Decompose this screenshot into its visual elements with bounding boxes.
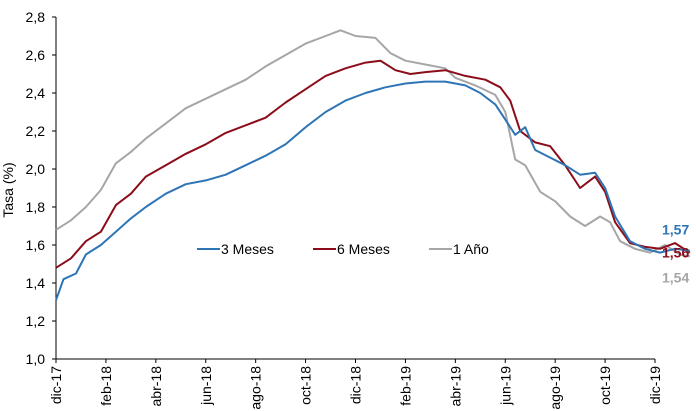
end-label-0: 1,57 xyxy=(662,222,689,238)
end-labels: 1,57 1,56 1,54 xyxy=(662,222,689,286)
y-tick-label: 2,8 xyxy=(26,9,46,25)
x-tick-label: oct-18 xyxy=(298,366,314,405)
x-tick-label: feb-19 xyxy=(397,366,413,406)
end-label-2: 1,54 xyxy=(662,269,689,285)
y-tick-label: 1,8 xyxy=(26,199,46,215)
chart-legend: 3 Meses 6 Meses 1 Año xyxy=(197,241,489,257)
series-line-0 xyxy=(55,80,691,301)
y-tick-label: 2,4 xyxy=(26,85,46,101)
x-tick-label: abr-18 xyxy=(148,366,164,407)
y-tick-labels: 1,0 1,2 1,4 1,6 1,8 2,0 2,2 2,4 2,6 2,8 xyxy=(26,9,46,367)
y-axis-label: Tasa (%) xyxy=(0,162,16,217)
legend-label-0: 3 Meses xyxy=(221,241,274,257)
legend-label-2: 1 Año xyxy=(453,241,489,257)
legend-label-1: 6 Meses xyxy=(337,241,390,257)
x-tick-label: jun-19 xyxy=(497,366,513,406)
x-tick-labels: dic-17 feb-18 abr-18 jun-18 ago-18 oct-18 dic-… xyxy=(48,366,663,410)
series-line-2 xyxy=(55,29,691,258)
x-tick-label: abr-19 xyxy=(447,366,463,407)
y-tick-label: 1,0 xyxy=(26,351,46,367)
x-tick-label: dic-17 xyxy=(48,366,64,404)
x-tick-label: jun-18 xyxy=(198,366,214,406)
x-tick-label: dic-19 xyxy=(647,366,663,404)
y-tick-label: 1,2 xyxy=(26,313,46,329)
x-tick-label: ago-18 xyxy=(248,366,264,410)
series-line-1 xyxy=(55,59,691,269)
x-tick-label: oct-19 xyxy=(597,366,613,405)
x-tick-label: ago-19 xyxy=(547,366,563,410)
x-tick-label: dic-18 xyxy=(348,366,364,404)
y-tick-label: 2,0 xyxy=(26,161,46,177)
series-lines xyxy=(55,29,691,301)
end-label-1: 1,56 xyxy=(662,245,689,261)
chart-axes xyxy=(52,16,656,363)
y-tick-label: 2,2 xyxy=(26,123,46,139)
y-tick-label: 1,6 xyxy=(26,237,46,253)
x-tick-label: feb-18 xyxy=(98,366,114,406)
y-tick-label: 2,6 xyxy=(26,47,46,63)
y-tick-label: 1,4 xyxy=(26,275,46,291)
